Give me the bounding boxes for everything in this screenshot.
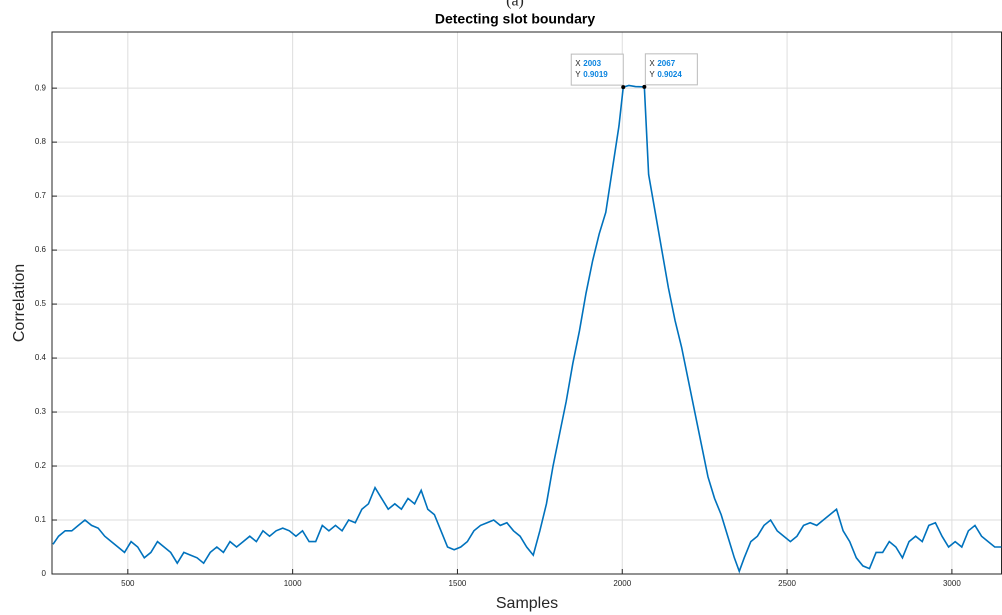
chart-subtitle: (a) bbox=[506, 0, 524, 10]
x-tick-label: 2000 bbox=[613, 579, 631, 588]
datatip-y-label: Y bbox=[649, 70, 655, 79]
y-tick-label: 0.4 bbox=[35, 353, 47, 362]
axes-box bbox=[51, 31, 1002, 575]
x-axis-label: Samples bbox=[496, 595, 558, 612]
x-tick-label: 1500 bbox=[449, 579, 467, 588]
datatip-box bbox=[570, 53, 624, 86]
x-tick-label: 2500 bbox=[778, 579, 796, 588]
x-tick-label: 500 bbox=[121, 579, 135, 588]
datatip-x-label: X bbox=[649, 59, 655, 68]
datatip-box bbox=[644, 53, 698, 86]
y-tick-label: 0 bbox=[42, 569, 47, 578]
datatip-y-value: 0.9019 bbox=[583, 70, 608, 79]
y-tick-label: 0.2 bbox=[35, 461, 47, 470]
datatip-y-value: 0.9024 bbox=[657, 70, 682, 79]
datatip-x-value: 2067 bbox=[657, 59, 675, 68]
data-line bbox=[52, 84, 1002, 574]
y-tick-label: 0.8 bbox=[35, 137, 47, 146]
y-tick-label: 0.1 bbox=[35, 515, 47, 524]
datatip-marker bbox=[621, 85, 626, 90]
datatip-marker bbox=[642, 84, 647, 89]
chart-title: Detecting slot boundary bbox=[435, 11, 595, 27]
y-tick-label: 0.3 bbox=[35, 407, 47, 416]
datatip-y-label: Y bbox=[575, 70, 581, 79]
y-tick-label: 0.5 bbox=[35, 299, 47, 308]
y-tick-label: 0.9 bbox=[35, 83, 47, 92]
datatip-x-value: 2003 bbox=[583, 59, 601, 68]
x-tick-label: 3000 bbox=[943, 579, 961, 588]
y-tick-label: 0.7 bbox=[35, 191, 47, 200]
y-tick-label: 0.6 bbox=[35, 245, 47, 254]
x-tick-label: 1000 bbox=[284, 579, 302, 588]
datatip-x-label: X bbox=[575, 59, 581, 68]
y-axis-label: Correlation bbox=[11, 264, 28, 342]
